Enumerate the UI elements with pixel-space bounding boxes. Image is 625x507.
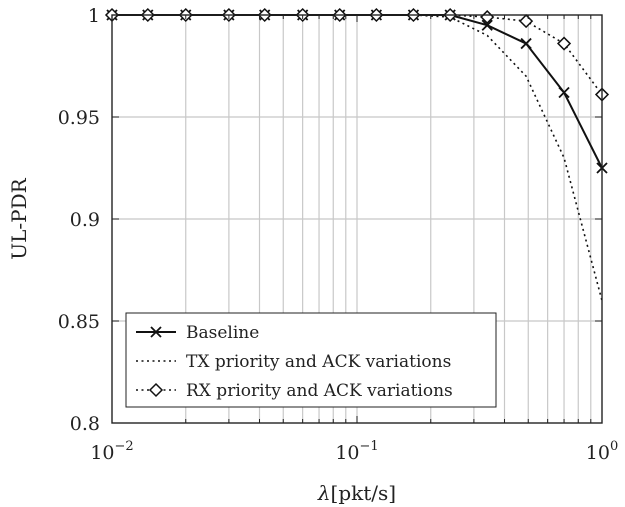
ticks <box>112 14 602 424</box>
x-axis-unit: [pkt/s] <box>331 481 397 505</box>
legend-label: RX priority and ACK variations <box>186 381 453 401</box>
y-tick-label: 0.95 <box>58 107 100 129</box>
x-tick-label: 10−1 <box>335 439 378 464</box>
legend-marker <box>150 326 162 338</box>
y-tick-label: 1 <box>88 5 100 27</box>
data-point <box>520 37 532 50</box>
y-axis-title: UL-PDR <box>7 177 31 259</box>
data-point <box>481 19 493 31</box>
x-tick-label: 100 <box>586 439 618 464</box>
series-line <box>112 14 603 96</box>
y-tick-label: 0.9 <box>70 209 100 231</box>
legend-marker <box>148 382 164 398</box>
legend: Baseline TX priority and ACK variations RX… <box>125 312 497 408</box>
data-point <box>519 14 534 29</box>
tick-labels: 0.8 0.85 0.9 0.95 1 10−2 10−1 100 <box>58 5 619 464</box>
y-tick-label: 0.8 <box>70 413 100 435</box>
data-point <box>558 86 570 99</box>
data-point <box>556 36 572 51</box>
x-axis-title: λ[pkt/s] <box>317 481 396 505</box>
y-tick-label: 0.85 <box>58 311 100 333</box>
x-axis-symbol: λ <box>317 481 331 505</box>
legend-label: TX priority and ACK variations <box>186 352 451 372</box>
x-tick-label: 10−2 <box>90 439 133 464</box>
legend-box <box>125 312 497 408</box>
legend-label: Baseline <box>186 323 259 343</box>
